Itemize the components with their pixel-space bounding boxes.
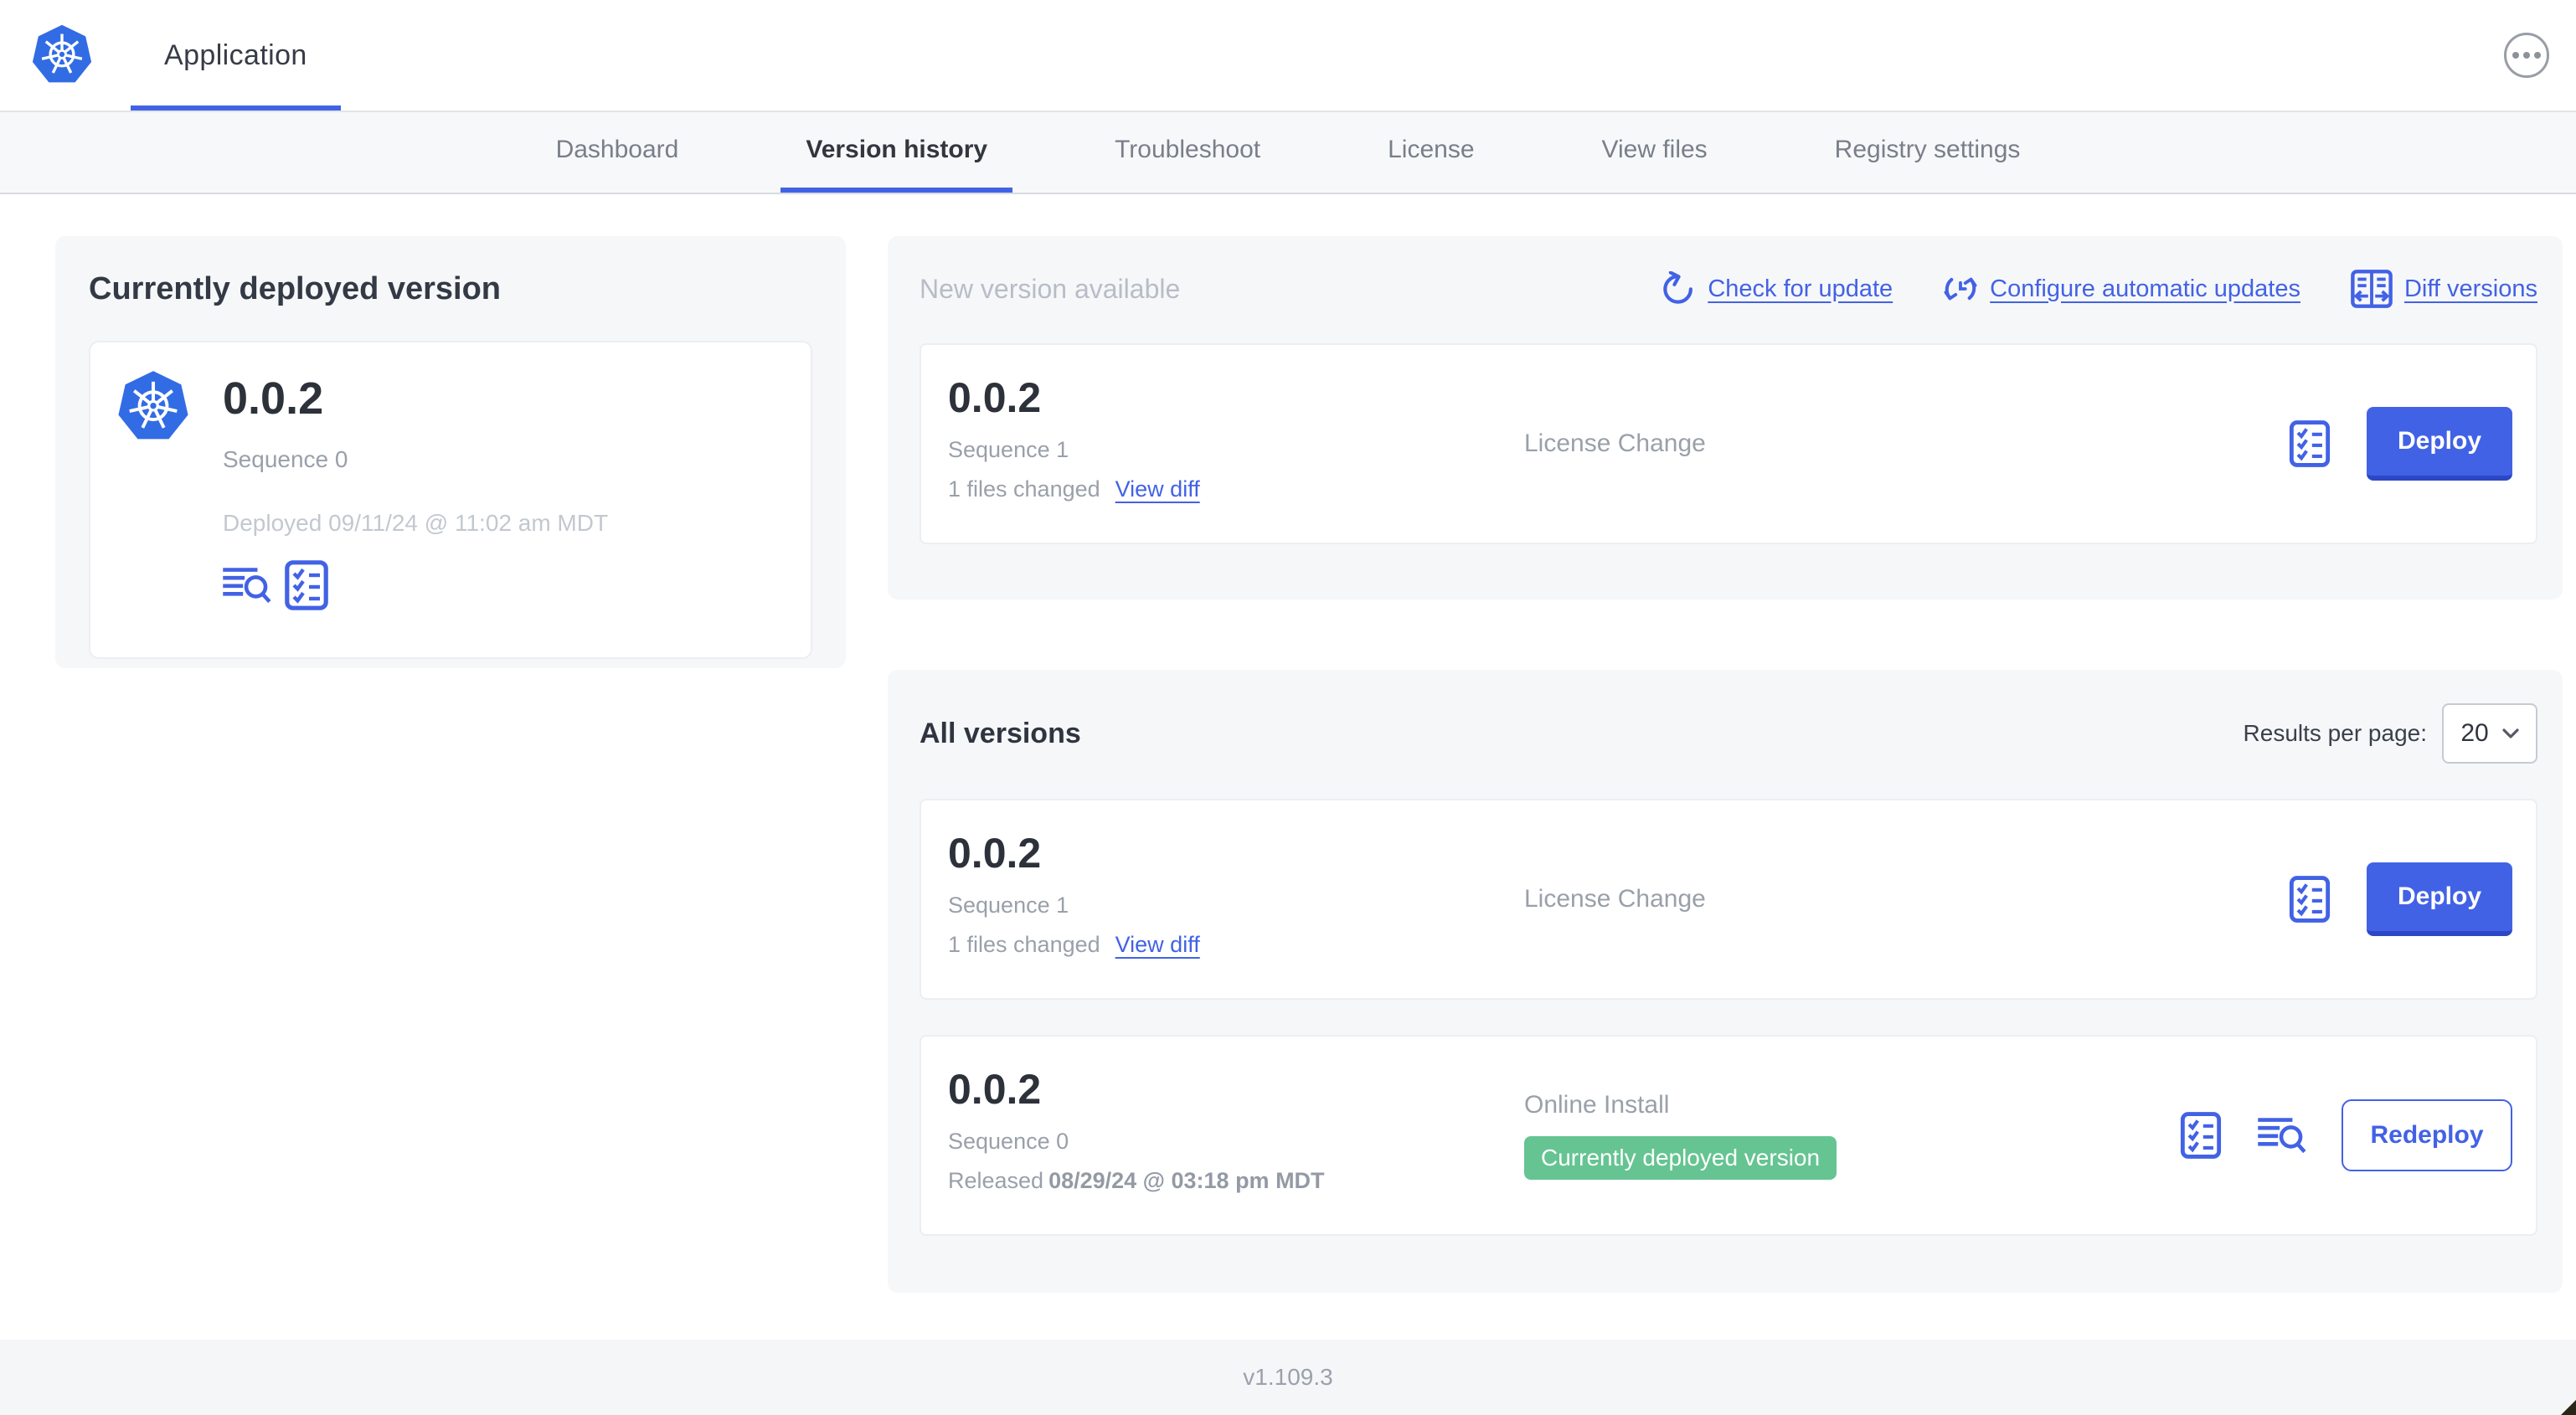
diff-columns-icon bbox=[2351, 270, 2393, 308]
version-nav: Dashboard Version history Troubleshoot L… bbox=[0, 112, 2576, 194]
redeploy-button[interactable]: Redeploy bbox=[2342, 1099, 2512, 1171]
kubernetes-logo-icon bbox=[116, 369, 191, 445]
new-version-panel: New version available Check for update C… bbox=[888, 236, 2563, 599]
chevron-down-icon bbox=[2502, 728, 2519, 738]
currently-deployed-card: 0.0.2 Sequence 0 Deployed 09/11/24 @ 11:… bbox=[89, 341, 812, 659]
deployed-version-number: 0.0.2 bbox=[223, 373, 324, 424]
version-source: License Change bbox=[1524, 430, 1706, 457]
version-row: 0.0.2 Sequence 1 1 files changed View di… bbox=[920, 799, 2537, 1000]
version-sequence: Sequence 1 bbox=[948, 893, 1069, 918]
view-logs-button[interactable] bbox=[2258, 1116, 2306, 1155]
logs-search-icon bbox=[223, 566, 271, 605]
deployed-timestamp: Deployed 09/11/24 @ 11:02 am MDT bbox=[223, 510, 609, 536]
tab-view-files[interactable]: View files bbox=[1601, 136, 1708, 163]
version-row: 0.0.2 Sequence 0 Released 08/29/24 @ 03:1… bbox=[920, 1035, 2537, 1236]
ellipsis-icon bbox=[2512, 52, 2519, 59]
files-changed-text: 1 files changed bbox=[948, 932, 1100, 957]
tab-license[interactable]: License bbox=[1388, 136, 1475, 163]
new-version-row: 0.0.2 Sequence 1 1 files changed View di… bbox=[920, 343, 2537, 544]
version-sequence: Sequence 1 bbox=[948, 437, 1069, 462]
mouse-cursor-artifact bbox=[2561, 1400, 2576, 1415]
new-version-title: New version available bbox=[920, 273, 1181, 304]
tab-registry-settings[interactable]: Registry settings bbox=[1834, 136, 2021, 163]
configure-automatic-updates-link[interactable]: Configure automatic updates bbox=[1943, 271, 2300, 306]
tab-dashboard[interactable]: Dashboard bbox=[555, 136, 679, 163]
view-diff-link[interactable]: View diff bbox=[1115, 476, 1200, 502]
kubernetes-logo-icon bbox=[30, 23, 94, 87]
main-content: Currently deployed version 0.0.2 Sequenc… bbox=[0, 194, 2576, 1340]
page-footer: v1.109.3 bbox=[0, 1340, 2576, 1415]
checklist-icon bbox=[2288, 420, 2331, 467]
version-source: Online Install bbox=[1524, 1091, 1670, 1119]
view-logs-button[interactable] bbox=[223, 566, 271, 605]
preflight-checks-button[interactable] bbox=[285, 560, 328, 610]
view-diff-link[interactable]: View diff bbox=[1115, 932, 1200, 957]
tab-troubleshoot[interactable]: Troubleshoot bbox=[1115, 136, 1261, 163]
diff-versions-link[interactable]: Diff versions bbox=[2351, 270, 2537, 308]
currently-deployed-badge: Currently deployed version bbox=[1524, 1136, 1837, 1180]
deploy-button[interactable]: Deploy bbox=[2367, 862, 2512, 936]
checklist-icon bbox=[2179, 1112, 2223, 1159]
logs-search-icon bbox=[2258, 1116, 2306, 1155]
version-source: License Change bbox=[1524, 885, 1706, 913]
overflow-menu-button[interactable] bbox=[2504, 33, 2549, 78]
preflight-checks-button[interactable] bbox=[2288, 420, 2331, 467]
checklist-icon bbox=[2288, 876, 2331, 923]
deploy-button[interactable]: Deploy bbox=[2367, 407, 2512, 481]
version-sequence: Sequence 0 bbox=[948, 1129, 1069, 1154]
console-version: v1.109.3 bbox=[1243, 1364, 1333, 1390]
checklist-icon bbox=[285, 560, 328, 610]
refresh-icon bbox=[1661, 271, 1696, 306]
tab-version-history[interactable]: Version history bbox=[781, 112, 1013, 193]
results-per-page-select[interactable]: 20 bbox=[2442, 703, 2537, 764]
deployed-sequence: Sequence 0 bbox=[223, 446, 348, 472]
version-released: Released 08/29/24 @ 03:18 pm MDT bbox=[948, 1168, 1325, 1193]
results-per-page-label: Results per page: bbox=[2243, 720, 2427, 746]
app-title: Application bbox=[164, 39, 307, 71]
results-per-page-value: 20 bbox=[2460, 719, 2489, 747]
version-number: 0.0.2 bbox=[948, 374, 1042, 421]
all-versions-panel: All versions Results per page: 20 0.0.2 … bbox=[888, 670, 2563, 1293]
app-tab[interactable]: Application bbox=[131, 0, 342, 111]
version-number: 0.0.2 bbox=[948, 1066, 1042, 1113]
app-header: Application bbox=[0, 0, 2576, 112]
files-changed-text: 1 files changed bbox=[948, 476, 1100, 502]
preflight-checks-button[interactable] bbox=[2288, 876, 2331, 923]
currently-deployed-title: Currently deployed version bbox=[89, 271, 502, 306]
all-versions-title: All versions bbox=[920, 717, 1081, 749]
auto-update-clock-icon bbox=[1943, 271, 1978, 306]
preflight-checks-button[interactable] bbox=[2179, 1112, 2223, 1159]
currently-deployed-panel: Currently deployed version 0.0.2 Sequenc… bbox=[55, 236, 846, 668]
check-for-update-link[interactable]: Check for update bbox=[1661, 271, 1893, 306]
version-number: 0.0.2 bbox=[948, 830, 1042, 877]
